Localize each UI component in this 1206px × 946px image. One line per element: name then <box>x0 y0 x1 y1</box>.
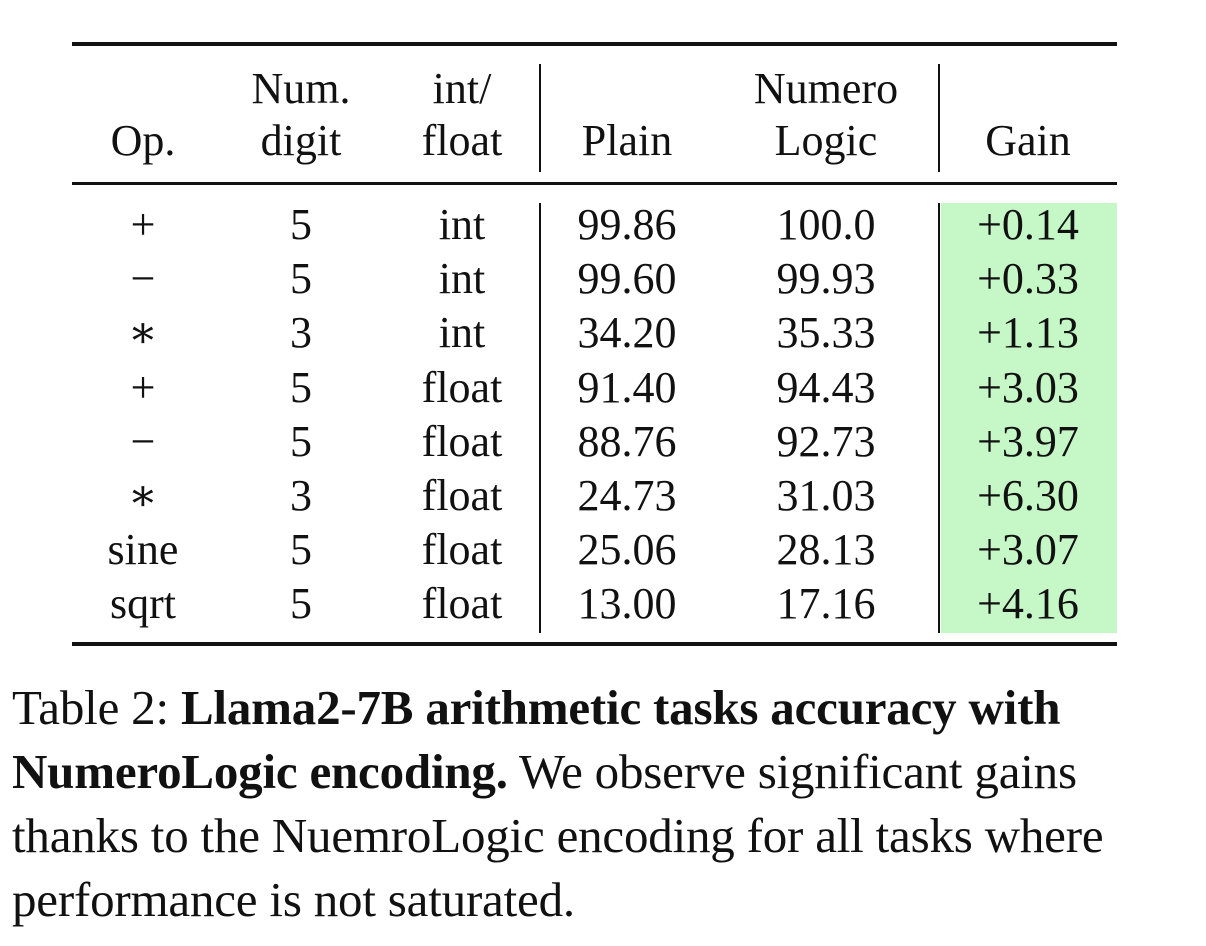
body-divider-left <box>539 203 541 633</box>
cell-numero-logic: 28.13 <box>776 525 876 575</box>
header-numero-logic-line2: Logic <box>774 116 878 165</box>
cell-gain: +0.14 <box>977 200 1079 249</box>
cell-op: ∗ <box>128 471 158 520</box>
header-num-digit-line1: Num. <box>251 64 351 113</box>
caption-body: We observe significant gains thanks to t… <box>12 744 1104 927</box>
cell-numero-logic: 17.16 <box>776 579 876 629</box>
cell-num-digit: 3 <box>290 308 312 358</box>
cell-num-digit: 5 <box>290 362 312 412</box>
cell-op: − <box>130 254 156 304</box>
cell-op: sqrt <box>110 579 176 629</box>
cell-numero-logic: 92.73 <box>776 416 876 466</box>
header-op: Op. <box>110 116 176 165</box>
cell-numero-logic: 100.0 <box>776 200 876 249</box>
cell-plain: 24.73 <box>577 471 677 520</box>
cell-gain: +6.30 <box>977 471 1079 520</box>
header-int-float-line2: float <box>421 116 503 165</box>
cell-int-float: float <box>421 362 503 412</box>
cell-plain: 88.76 <box>577 416 677 466</box>
cell-int-float: int <box>438 254 486 304</box>
header-plain: Plain <box>581 116 673 165</box>
cell-num-digit: 5 <box>290 416 312 466</box>
table-top-rule <box>72 42 1117 46</box>
body-divider-right <box>938 203 940 633</box>
cell-op: sine <box>107 525 179 575</box>
cell-num-digit: 5 <box>290 200 312 249</box>
cell-plain: 25.06 <box>577 525 677 575</box>
header-numero-logic-line1: Numero <box>753 64 899 113</box>
cell-numero-logic: 31.03 <box>776 471 876 520</box>
cell-plain: 99.86 <box>577 200 677 249</box>
cell-plain: 34.20 <box>577 308 677 358</box>
caption-title: Llama2-7B arithmetic tasks accuracy with… <box>12 680 1061 799</box>
cell-int-float: float <box>421 525 503 575</box>
cell-int-float: float <box>421 416 503 466</box>
gain-column-highlight <box>941 203 1117 633</box>
cell-op: ∗ <box>128 308 158 358</box>
cell-op: + <box>130 200 156 249</box>
header-divider-left <box>539 64 541 172</box>
cell-num-digit: 5 <box>290 579 312 629</box>
cell-plain: 13.00 <box>577 579 677 629</box>
cell-int-float: int <box>438 308 486 358</box>
cell-num-digit: 5 <box>290 254 312 304</box>
cell-plain: 91.40 <box>577 362 677 412</box>
cell-num-digit: 3 <box>290 471 312 520</box>
caption-label: Table 2: <box>12 680 169 735</box>
cell-numero-logic: 35.33 <box>776 308 876 358</box>
cell-int-float: float <box>421 579 503 629</box>
cell-plain: 99.60 <box>577 254 677 304</box>
table-bottom-rule <box>72 642 1117 646</box>
header-int-float-line1: int/ <box>432 64 492 113</box>
header-gain: Gain <box>985 116 1071 165</box>
cell-int-float: int <box>438 200 486 249</box>
header-num-digit-line2: digit <box>260 116 342 165</box>
table-caption: Table 2: Llama2-7B arithmetic tasks accu… <box>12 676 1192 932</box>
cell-op: + <box>130 362 156 412</box>
cell-gain: +3.97 <box>977 416 1079 466</box>
cell-numero-logic: 99.93 <box>776 254 876 304</box>
cell-int-float: float <box>421 471 503 520</box>
table-header-rule <box>72 182 1117 185</box>
cell-numero-logic: 94.43 <box>776 362 876 412</box>
cell-gain: +3.03 <box>977 362 1079 412</box>
cell-gain: +3.07 <box>977 525 1079 575</box>
cell-gain: +4.16 <box>977 579 1079 629</box>
cell-num-digit: 5 <box>290 525 312 575</box>
header-divider-right <box>938 64 940 172</box>
cell-op: − <box>130 416 156 466</box>
cell-gain: +0.33 <box>977 254 1079 304</box>
cell-gain: +1.13 <box>977 308 1079 358</box>
